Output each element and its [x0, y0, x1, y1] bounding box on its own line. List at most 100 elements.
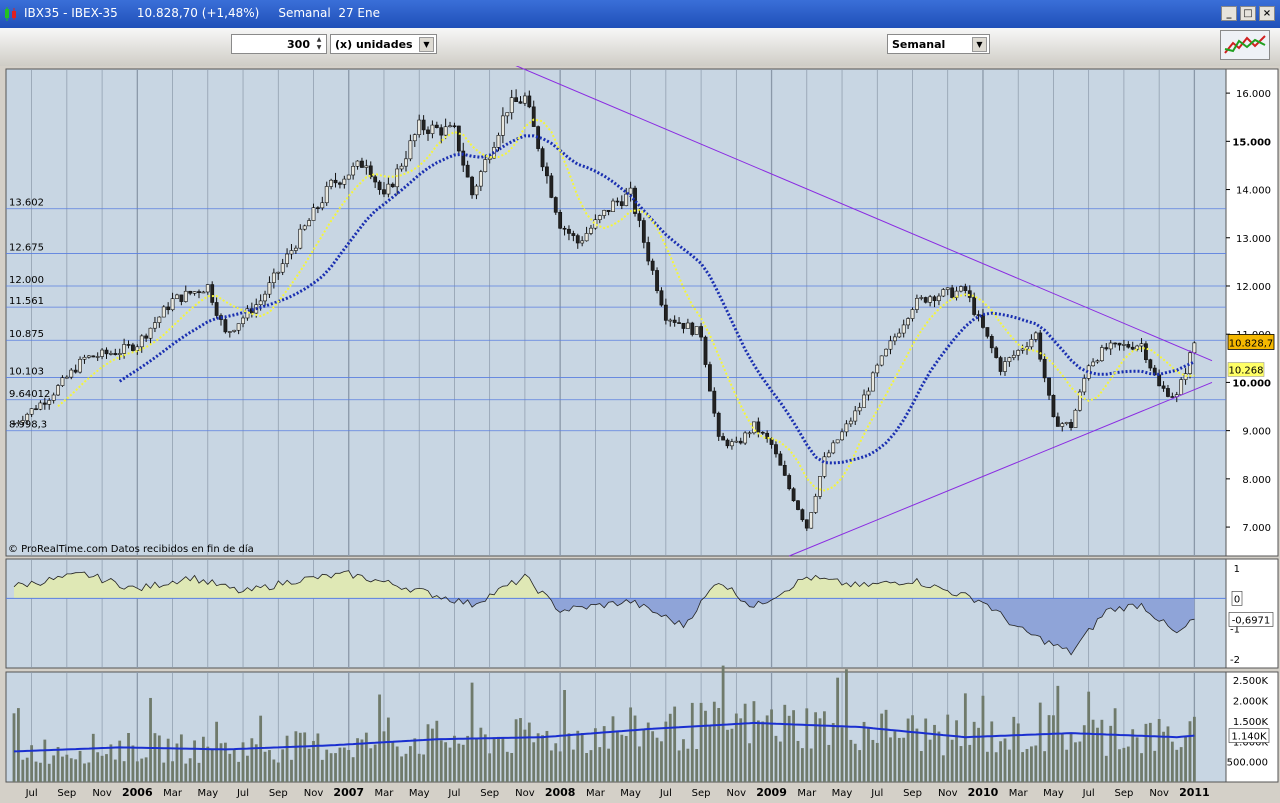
level-label: 10.875: [9, 329, 44, 340]
volume-bar: [1100, 719, 1104, 782]
volume-bar: [536, 733, 540, 782]
volume-bar: [638, 746, 641, 782]
maximize-button[interactable]: □: [1240, 6, 1256, 21]
volume-bar: [853, 743, 857, 782]
period-select[interactable]: Semanal ▼: [887, 34, 990, 54]
candle-body: [496, 135, 501, 148]
volume-bar: [417, 753, 421, 782]
close-button[interactable]: ×: [1259, 6, 1275, 21]
volume-bar: [162, 762, 166, 782]
volume-bar: [1082, 725, 1086, 782]
candle-body: [267, 282, 272, 295]
volume-bar: [756, 720, 760, 782]
volume-bar: [545, 730, 549, 782]
volume-bar: [1038, 702, 1042, 782]
candle-body: [690, 322, 695, 335]
last-price-label: 10.828,7: [1229, 338, 1274, 349]
candle-body: [901, 324, 906, 334]
chart-settings-button[interactable]: [1220, 30, 1270, 60]
volume-bar: [770, 709, 773, 782]
candle-body: [183, 290, 188, 302]
candle-body: [694, 326, 699, 335]
volume-bar: [946, 714, 950, 782]
candle-body: [619, 201, 624, 206]
candle-body: [51, 394, 56, 401]
candle-body: [470, 176, 474, 196]
volume-bar: [281, 749, 285, 782]
volume-bar: [915, 728, 919, 782]
volume-bar: [911, 715, 914, 782]
volume-bar: [400, 756, 403, 782]
volume-bar: [611, 716, 615, 782]
candle-body: [972, 297, 977, 315]
candle-body: [919, 297, 924, 299]
osc-tick-label: -2: [1230, 655, 1240, 666]
candle-body: [655, 270, 659, 292]
volume-bar: [320, 759, 324, 782]
chart-area[interactable]: Jul Sep Nov 2006 Mar May Jul Sep Nov 2007 Mar May Ju…: [0, 66, 1280, 803]
volume-bar: [347, 750, 351, 782]
candle-body: [360, 160, 364, 168]
candle-body: [399, 165, 404, 170]
volume-bar: [620, 734, 624, 782]
candle-body: [333, 179, 338, 184]
volume-bar: [664, 721, 668, 782]
volume-bar: [1192, 716, 1196, 782]
candle-body: [263, 293, 267, 302]
y-tick-label: 9.000: [1242, 427, 1271, 438]
chevron-down-icon[interactable]: ▼: [972, 37, 987, 52]
candle-body: [448, 125, 452, 128]
units-select[interactable]: (x) unidades ▼: [330, 34, 437, 54]
volume-bar: [69, 758, 73, 782]
candle-body: [822, 456, 827, 477]
volume-bar: [818, 718, 822, 782]
volume-bar: [461, 744, 465, 782]
candle-body: [672, 319, 677, 323]
chevron-down-icon[interactable]: ▼: [419, 37, 434, 52]
spin-down-icon[interactable]: ▼: [316, 44, 322, 51]
volume-bar: [188, 758, 192, 782]
candle-body: [602, 210, 607, 216]
x-tick-label: Nov: [727, 788, 747, 799]
candle-body: [368, 165, 373, 178]
candle-body: [373, 176, 378, 183]
volume-bar: [179, 734, 183, 782]
volume-bar: [1087, 691, 1091, 782]
candle-body: [108, 353, 113, 355]
volume-bar: [475, 737, 478, 782]
candle-body: [1091, 361, 1095, 367]
minimize-button[interactable]: _: [1221, 6, 1237, 21]
candle-body: [443, 126, 448, 136]
candle-body: [60, 377, 65, 386]
osc-tick-label: -1: [1230, 625, 1240, 636]
candle-body: [25, 413, 30, 421]
x-tick-label: Mar: [163, 788, 183, 799]
candle-body: [730, 441, 734, 447]
volume-bar: [268, 750, 271, 782]
candle-body: [998, 357, 1003, 372]
candle-body: [884, 348, 888, 357]
candle-body: [567, 228, 571, 234]
x-tick-label: Jul: [1082, 788, 1095, 799]
volume-bar: [831, 723, 835, 782]
candle-body: [862, 394, 866, 408]
candle-body: [760, 431, 765, 434]
volume-bar: [135, 761, 139, 782]
candle-body: [483, 159, 488, 173]
candle-body: [117, 353, 122, 355]
volume-bar: [994, 752, 998, 782]
candle-body: [73, 369, 78, 373]
volume-bar: [109, 744, 113, 782]
candle-body: [734, 440, 739, 443]
candle-body: [906, 318, 910, 326]
quantity-stepper[interactable]: 300 ▲ ▼: [231, 34, 327, 54]
candle-body: [417, 119, 422, 135]
candle-body: [104, 349, 109, 355]
x-tick-label: Sep: [269, 788, 288, 799]
volume-bar: [12, 713, 16, 782]
volume-bar: [1025, 748, 1029, 782]
y-tick-label: 10.000: [1232, 378, 1271, 389]
spin-up-icon[interactable]: ▲: [316, 36, 322, 43]
candle-body: [809, 512, 814, 529]
candle-body: [395, 168, 400, 188]
